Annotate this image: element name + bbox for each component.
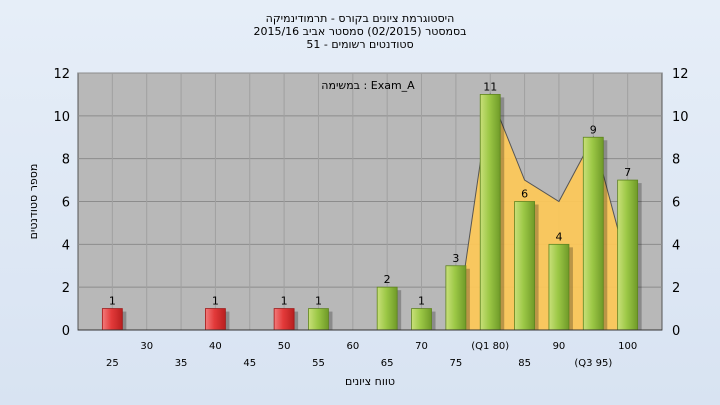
- bar-value-label: 1: [212, 295, 219, 308]
- x-tick-label: 70: [415, 341, 428, 352]
- chart-title-line: בסמסטר (02/2015) סמסטר אביב 2015/16: [253, 25, 466, 38]
- y-tick-label-left: 10: [53, 110, 70, 125]
- x-tick-label: 25: [106, 358, 119, 369]
- bar-value-label: 7: [624, 166, 631, 179]
- x-tick-label: 30: [140, 341, 153, 352]
- y-tick-label-right: 12: [672, 67, 689, 82]
- y-tick-label-left: 0: [62, 324, 70, 339]
- y-tick-label-right: 4: [672, 238, 680, 253]
- histogram-bar: [308, 308, 329, 331]
- y-axis-title: מספר סטודנטים: [27, 164, 40, 240]
- x-tick-label: 55: [312, 358, 325, 369]
- histogram-bar: [273, 308, 295, 331]
- x-tick-label: 100: [618, 341, 637, 352]
- x-tick-label: 85: [518, 358, 531, 369]
- y-tick-label-right: 0: [672, 324, 680, 339]
- y-tick-label-left: 2: [62, 281, 70, 296]
- x-tick-label: 40: [209, 341, 222, 352]
- y-tick-label-right: 8: [672, 153, 680, 168]
- y-tick-label-left: 6: [62, 196, 70, 211]
- exam-annotation: במשימה : Exam_A: [321, 79, 415, 92]
- bar-value-label: 11: [483, 80, 497, 93]
- x-tick-label: 75: [450, 358, 463, 369]
- histogram-bar: [445, 265, 467, 331]
- x-tick-label: 45: [243, 358, 256, 369]
- bar-value-label: 6: [521, 188, 528, 201]
- bar-value-label: 1: [109, 295, 116, 308]
- histogram-bar: [411, 308, 432, 331]
- y-tick-label-right: 2: [672, 281, 680, 296]
- x-tick-label: 65: [381, 358, 394, 369]
- histogram-bar: [514, 201, 535, 331]
- histogram-bar: [548, 243, 570, 331]
- x-tick-label: 90: [553, 341, 566, 352]
- bar-value-label: 1: [281, 295, 288, 308]
- y-tick-label-left: 4: [62, 238, 70, 253]
- histogram-bar: [617, 179, 639, 331]
- bar-value-label: 3: [452, 252, 459, 265]
- x-axis-title: טווח ציונים: [345, 375, 395, 388]
- bar-value-label: 1: [315, 295, 322, 308]
- histogram-bar: [376, 286, 398, 331]
- histogram-bar: [479, 94, 501, 331]
- bar-value-label: 2: [384, 273, 391, 286]
- chart-title-line: היסטוגרמת ציונים בקורס - תרמודינמיקה: [266, 12, 455, 25]
- bar-value-label: 4: [555, 230, 562, 243]
- histogram-bar: [101, 308, 123, 331]
- bar-value-label: 9: [590, 123, 597, 136]
- x-tick-label: 35: [175, 358, 188, 369]
- x-tick-label: (Q3 95): [574, 358, 612, 369]
- y-tick-label-right: 10: [672, 110, 689, 125]
- y-tick-label-left: 12: [53, 67, 70, 82]
- y-tick-label-right: 6: [672, 196, 680, 211]
- x-tick-label: (Q1 80): [471, 341, 509, 352]
- bar-value-label: 1: [418, 295, 425, 308]
- histogram-bar: [582, 136, 604, 331]
- histogram-bar: [205, 308, 226, 331]
- x-tick-label: 50: [278, 341, 291, 352]
- x-tick-label: 60: [346, 341, 359, 352]
- chart-title-line: סטודנטים רשומים - 51: [306, 38, 413, 51]
- y-tick-label-left: 8: [62, 153, 70, 168]
